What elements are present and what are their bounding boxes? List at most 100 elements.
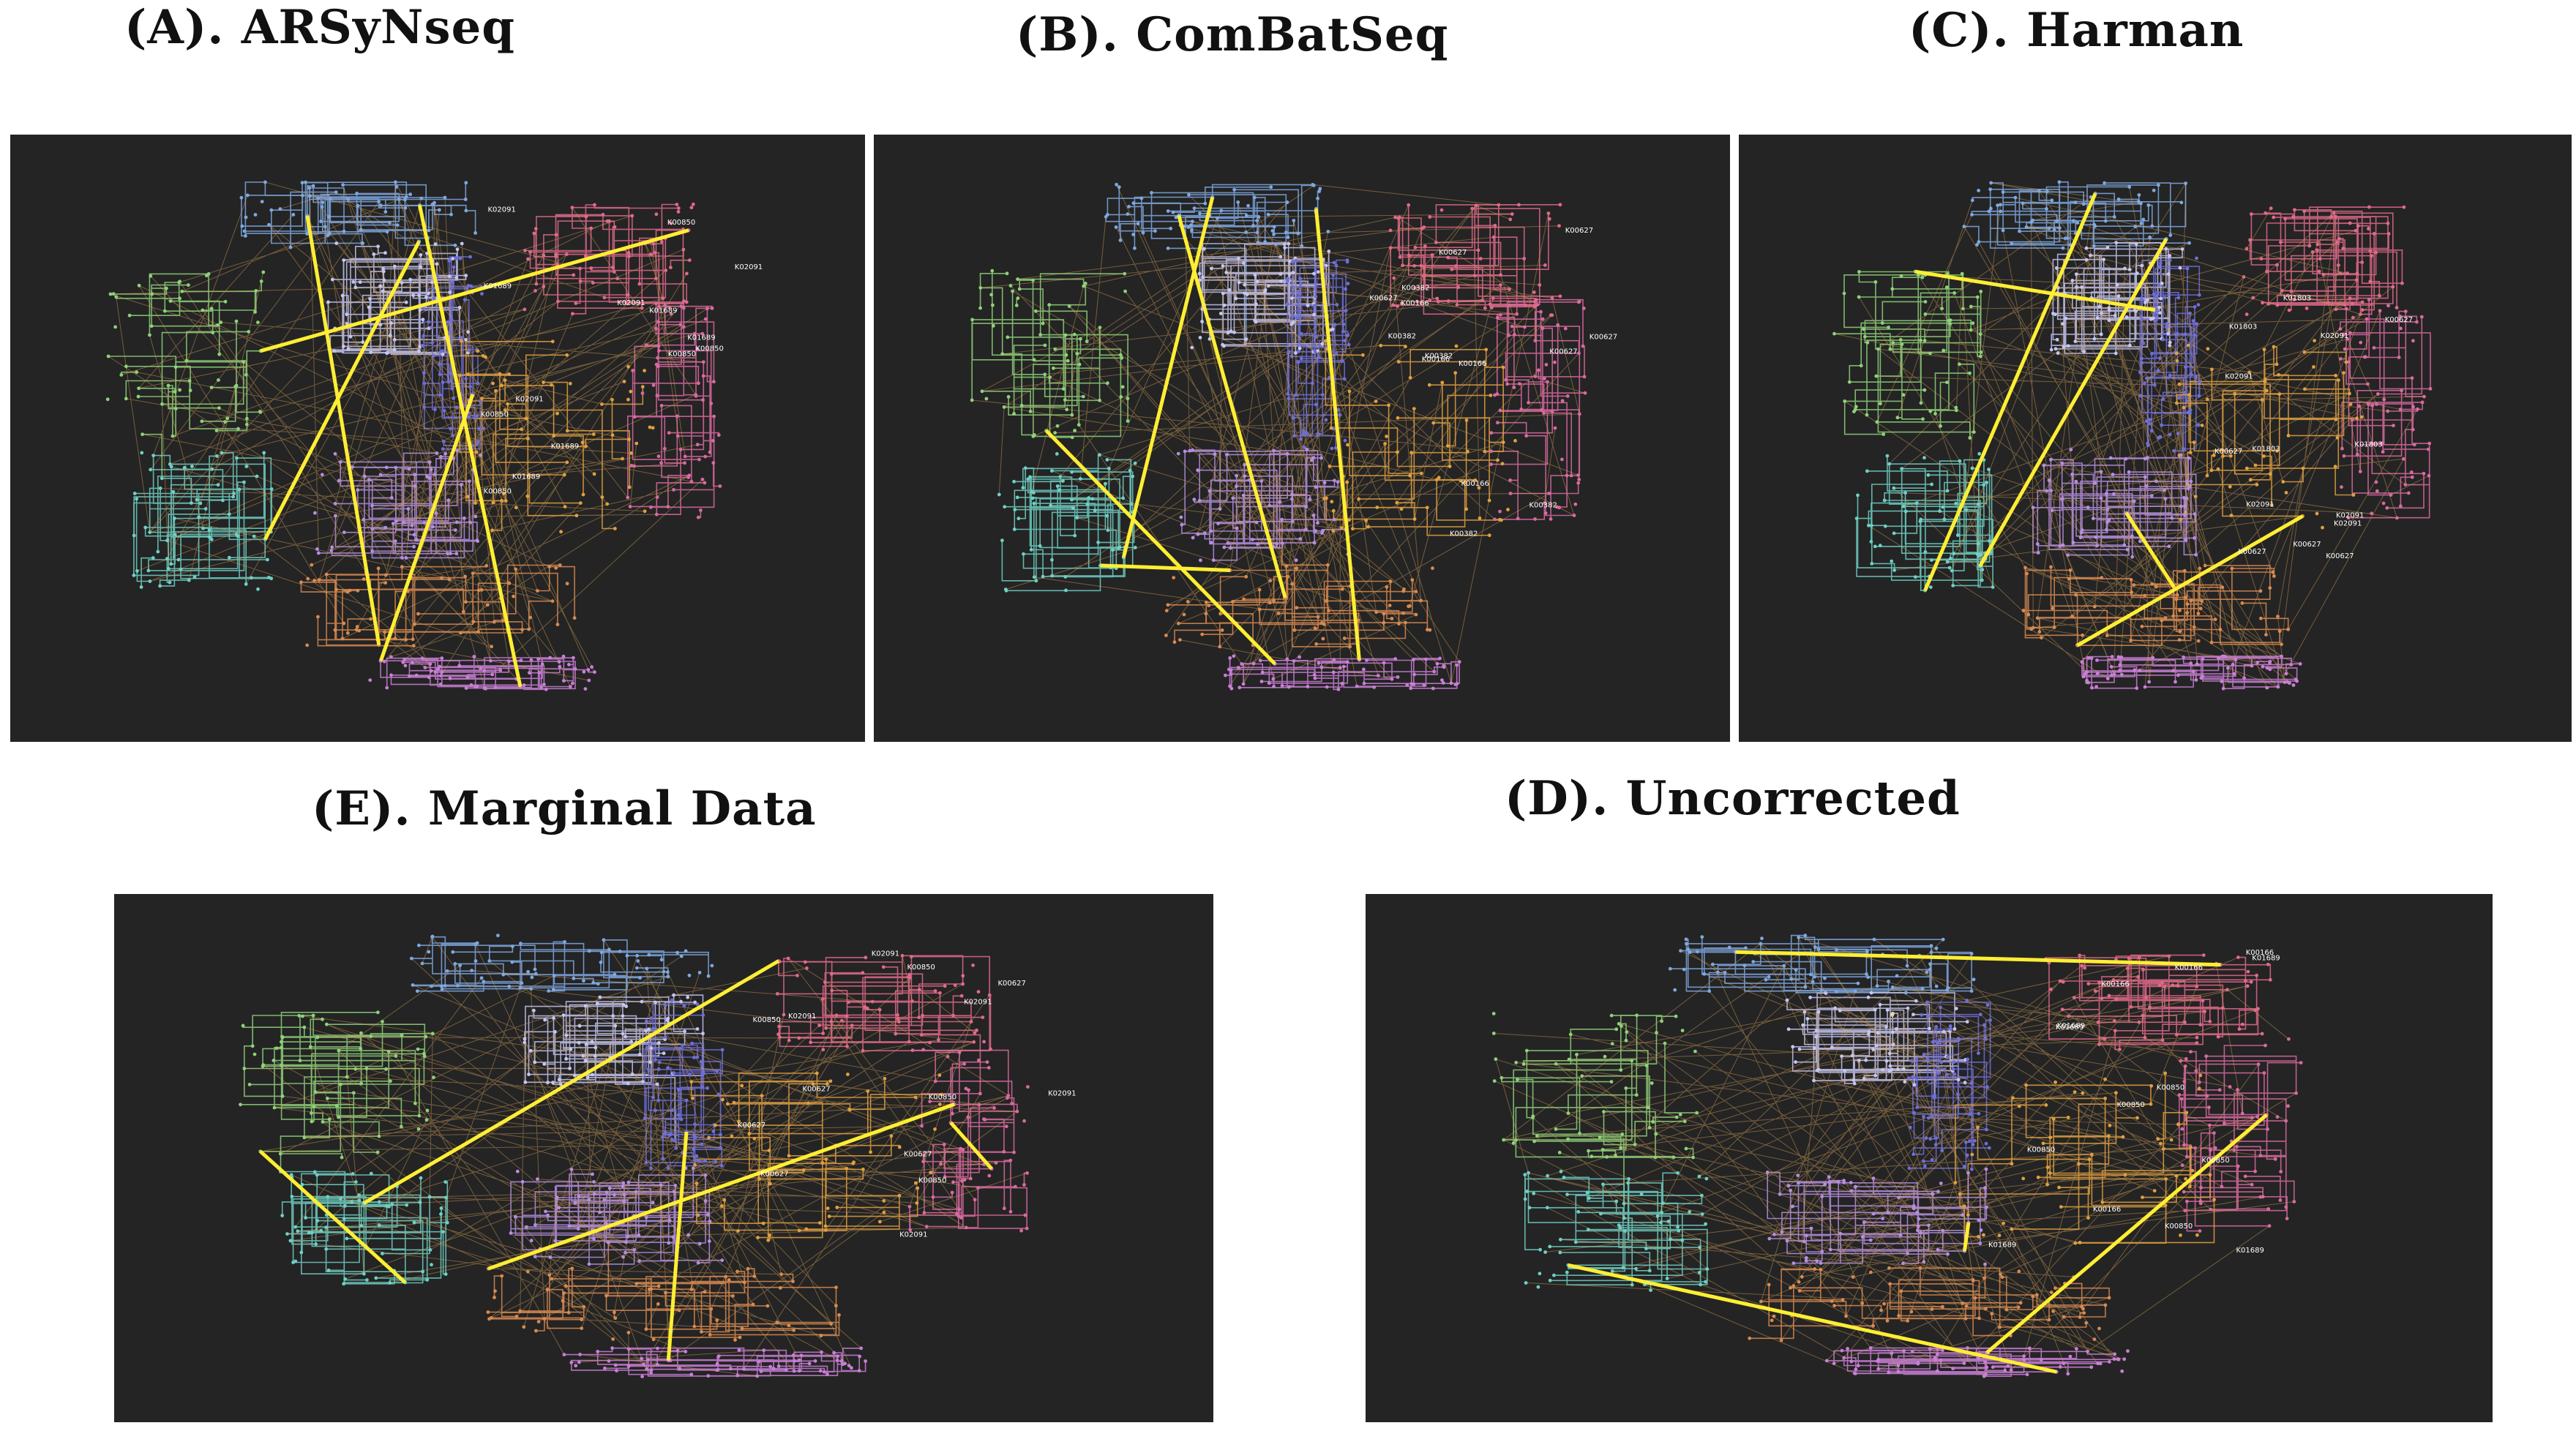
compound-node — [1928, 585, 1933, 589]
compound-node — [2259, 616, 2263, 620]
compound-node — [2277, 372, 2280, 377]
compound-node — [2416, 407, 2419, 411]
compound-node — [2156, 1137, 2160, 1141]
compound-node — [1192, 206, 1197, 210]
compound-node — [768, 1233, 772, 1237]
compound-node — [197, 515, 201, 519]
compound-node — [761, 1221, 765, 1225]
compound-node — [634, 441, 639, 446]
compound-node — [1003, 587, 1008, 591]
compound-node — [2348, 296, 2352, 300]
compound-node — [1991, 585, 1995, 589]
compound-node — [708, 1220, 712, 1223]
compound-node — [655, 1082, 659, 1086]
compound-node — [2023, 566, 2027, 570]
compound-node — [1919, 338, 1922, 342]
compound-node — [1668, 966, 1672, 971]
compound-node — [272, 1059, 276, 1062]
compound-node — [2081, 1091, 2085, 1095]
compound-node — [910, 1048, 915, 1052]
compound-node — [463, 298, 467, 302]
compound-node — [2141, 341, 2146, 345]
compound-node — [630, 1073, 634, 1076]
compound-node — [2195, 322, 2199, 326]
compound-node — [834, 1304, 838, 1308]
compound-node — [198, 501, 203, 506]
compound-node — [1316, 521, 1319, 525]
compound-node — [1576, 481, 1581, 485]
compound-node — [2230, 566, 2234, 571]
compound-node — [613, 1316, 618, 1321]
compound-node — [719, 1164, 724, 1168]
compound-node — [555, 1195, 559, 1200]
compound-node — [1257, 607, 1262, 612]
gene-label: K00382 — [1401, 284, 1429, 292]
compound-node — [907, 1204, 912, 1209]
compound-node — [2275, 448, 2279, 453]
compound-node — [1543, 511, 1548, 515]
pathway-edges — [2176, 346, 2357, 517]
compound-node — [2174, 597, 2179, 601]
compound-node — [572, 273, 576, 277]
compound-node — [2262, 1071, 2266, 1075]
compound-node — [1847, 380, 1852, 384]
compound-node — [1553, 426, 1557, 430]
compound-node — [2161, 397, 2165, 402]
compound-node — [2294, 677, 2298, 681]
compound-node — [417, 349, 421, 353]
compound-node — [1229, 686, 1234, 691]
compound-node — [544, 687, 548, 691]
compound-node — [1991, 1365, 1995, 1370]
compound-node — [201, 526, 206, 530]
compound-node — [2174, 1173, 2179, 1178]
compound-node — [689, 479, 694, 484]
compound-node — [1065, 407, 1069, 412]
compound-node — [663, 1035, 667, 1040]
compound-node — [1063, 333, 1068, 337]
compound-node — [389, 673, 393, 677]
compound-node — [1610, 1269, 1614, 1273]
compound-node — [1915, 1211, 1920, 1214]
compound-node — [1944, 1073, 1949, 1077]
compound-node — [646, 1067, 651, 1072]
compound-node — [659, 958, 664, 962]
compound-node — [151, 556, 155, 560]
compound-node — [700, 1330, 703, 1334]
compound-node — [2264, 211, 2268, 215]
compound-node — [1977, 451, 1982, 456]
compound-node — [1015, 1109, 1019, 1113]
compound-node — [1646, 1105, 1650, 1110]
compound-node — [1897, 1195, 1901, 1200]
compound-node — [233, 385, 238, 388]
compound-node — [162, 309, 167, 313]
compound-node — [1016, 296, 1020, 300]
compound-node — [627, 437, 631, 441]
compound-node — [1209, 541, 1213, 544]
compound-node — [1562, 1175, 1566, 1179]
compound-node — [1026, 1085, 1030, 1089]
compound-node — [2248, 478, 2253, 482]
gene-label: K01803 — [2229, 323, 2257, 331]
compound-node — [2095, 316, 2100, 320]
compound-node — [1271, 677, 1276, 681]
compound-node — [1316, 196, 1319, 200]
compound-node — [1285, 302, 1289, 306]
compound-node — [564, 1284, 568, 1288]
compound-node — [2073, 200, 2078, 205]
compound-node — [1930, 1307, 1934, 1311]
compound-node — [1914, 501, 1919, 505]
compound-node — [1832, 1304, 1836, 1307]
compound-node — [412, 1220, 416, 1225]
compound-node — [1856, 493, 1860, 497]
compound-node — [1218, 507, 1222, 511]
compound-node — [1527, 401, 1530, 405]
compound-node — [2175, 358, 2179, 363]
compound-node — [1952, 1027, 1957, 1031]
compound-node — [1828, 1180, 1832, 1184]
compound-node — [569, 1047, 573, 1051]
compound-node — [351, 1091, 356, 1095]
compound-node — [1887, 1370, 1891, 1375]
compound-node — [2249, 980, 2253, 984]
compound-node — [1854, 1184, 1857, 1189]
compound-node — [1970, 213, 1974, 217]
